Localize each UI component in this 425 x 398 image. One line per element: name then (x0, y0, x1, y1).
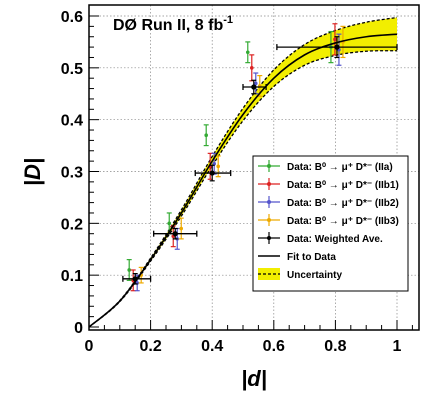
legend-entry: Data: Weighted Ave. (258, 232, 383, 245)
data-point (127, 268, 131, 272)
data-point (251, 84, 257, 90)
legend-symbol-marker (267, 200, 271, 204)
x-tick-label: 0.8 (324, 338, 346, 355)
data-point (334, 44, 340, 50)
x-tick-label: 0.2 (139, 338, 161, 355)
legend-symbol-marker (267, 218, 271, 222)
legend-label: Data: Weighted Ave. (287, 234, 383, 245)
plot-frame (88, 4, 420, 331)
legend-entry: Fit to Data (258, 252, 336, 263)
data-point (212, 161, 216, 166)
x-tick-label: 0.4 (201, 338, 223, 355)
legend-label: Fit to Data (287, 252, 336, 263)
x-tick-label: 0 (85, 338, 94, 355)
x-tick-label: 0.6 (263, 338, 285, 355)
x-tick-label: 1 (393, 338, 402, 355)
data-point (245, 50, 250, 55)
legend-symbol-marker (267, 182, 271, 186)
y-tick-label: 0.2 (61, 216, 83, 233)
data-point (204, 133, 208, 138)
uncertainty-band (89, 17, 397, 328)
y-tick-label: 0.6 (61, 9, 83, 26)
legend-entry: Data: B⁰ → μ⁺ D*⁻ (IIa) (258, 160, 393, 173)
data-point (216, 164, 220, 169)
legend-entry: Uncertainty (258, 268, 342, 281)
legend-label: Data: B⁰ → μ⁺ D*⁻ (IIa) (287, 162, 393, 173)
series-4 (122, 36, 398, 285)
data-point (172, 231, 178, 237)
y-tick-label: 0.4 (61, 113, 83, 130)
legend-label: Data: B⁰ → μ⁺ D*⁻ (IIb1) (287, 180, 399, 191)
data-point (209, 170, 215, 176)
annotation-text: DØ Run II, 8 fb (113, 17, 223, 34)
legend-label: Uncertainty (287, 270, 342, 281)
y-tick-label: 0 (74, 320, 83, 337)
y-tick-label: 0.5 (61, 61, 83, 78)
legend-label: Data: B⁰ → μ⁺ D*⁻ (IIb2) (287, 198, 399, 209)
experiment-annotation: DØ Run II, 8 fb-1 (113, 14, 233, 34)
legend-entry: Data: B⁰ → μ⁺ D*⁻ (IIb2) (258, 196, 399, 209)
legend-entry: Data: B⁰ → μ⁺ D*⁻ (IIb3) (258, 214, 399, 227)
data-layer (88, 23, 398, 328)
legend-entry: Data: B⁰ → μ⁺ D*⁻ (IIb1) (258, 178, 399, 191)
data-point (249, 66, 254, 70)
legend-items: Data: B⁰ → μ⁺ D*⁻ (IIa) Data: B⁰ → μ⁺ D*⁻… (258, 160, 399, 281)
legend-symbol-marker (267, 164, 271, 168)
legend-symbol-marker (267, 236, 271, 240)
data-point (179, 226, 184, 231)
x-axis-title: |d| (241, 366, 267, 391)
legend-label: Data: B⁰ → μ⁺ D*⁻ (IIb3) (287, 216, 399, 227)
y-axis-title: |D| (20, 158, 45, 186)
y-tick-label: 0.3 (61, 165, 83, 182)
y-tick-label: 0.1 (61, 268, 83, 285)
data-point (167, 221, 172, 226)
legend: Data: B⁰ → μ⁺ D*⁻ (IIa) Data: B⁰ → μ⁺ D*⁻… (252, 155, 409, 292)
annotation-superscript: -1 (223, 14, 233, 26)
fit-line (88, 33, 398, 328)
axis-layer: 0 0.2 0.4 0.6 0.8 1 0 0.1 0.2 0.3 0.4 0.5 0.6 (61, 9, 413, 355)
data-point (253, 81, 258, 86)
data-point (333, 37, 337, 42)
